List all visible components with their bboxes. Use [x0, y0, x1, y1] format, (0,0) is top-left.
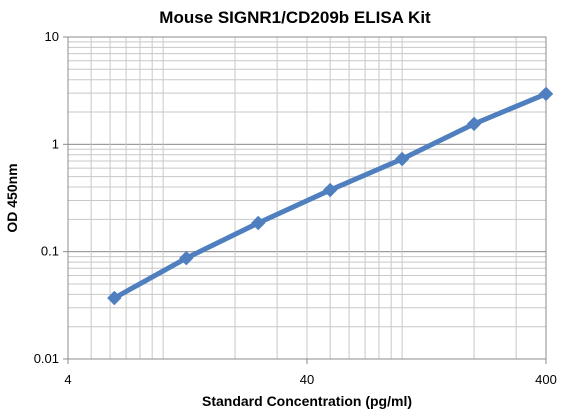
y-tick-label: 0.1: [41, 244, 59, 259]
y-tick-label: 10: [45, 29, 59, 44]
data-point: [107, 290, 122, 306]
y-axis-ticks: 10 1 0.1 0.01: [34, 29, 68, 366]
data-point: [538, 86, 554, 102]
data-point: [179, 250, 194, 266]
data-point: [394, 151, 410, 167]
data-point: [322, 182, 338, 198]
y-tick-label: 1: [52, 136, 59, 151]
data-point: [466, 116, 482, 132]
x-tick-label: 400: [535, 372, 557, 387]
data-series: [107, 86, 554, 306]
x-tick-label: 4: [64, 372, 71, 387]
y-tick-label: 0.01: [34, 351, 59, 366]
data-point: [251, 215, 266, 231]
x-tick-label: 40: [300, 372, 314, 387]
chart-title: Mouse SIGNR1/CD209b ELISA Kit: [159, 8, 431, 27]
x-axis-title: Standard Concentration (pg/ml): [202, 393, 412, 409]
x-axis-ticks: 4 40 400: [64, 359, 557, 387]
y-axis-title: OD 450nm: [4, 163, 20, 232]
